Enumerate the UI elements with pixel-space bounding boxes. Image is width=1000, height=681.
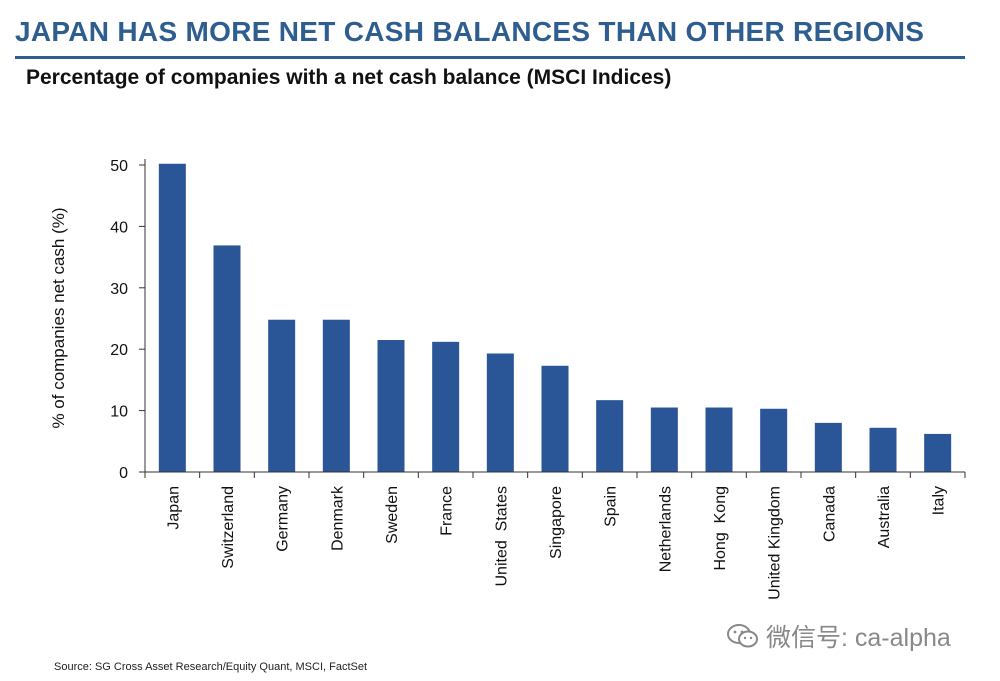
bar: [760, 408, 788, 472]
bar: [432, 341, 460, 472]
y-axis-label: % of companies net cash (%): [49, 207, 68, 428]
bar: [650, 407, 678, 472]
headline: JAPAN HAS MORE NET CASH BALANCES THAN OT…: [15, 16, 925, 47]
y-tick-label: 10: [110, 404, 128, 421]
bar: [869, 427, 897, 472]
x-tick-label: Switzerland: [220, 486, 237, 569]
bar: [377, 339, 405, 472]
x-tick-label: Denmark: [329, 485, 346, 551]
bar: [814, 422, 842, 472]
x-tick-label: Japan: [165, 486, 182, 530]
x-tick-label: Hong Kong: [712, 486, 729, 571]
y-tick-label: 50: [110, 158, 128, 175]
bar: [213, 245, 241, 472]
x-tick-label: United Kingdom: [767, 486, 784, 600]
x-tick-label: Singapore: [548, 486, 565, 559]
watermark: 微信号: ca-alpha: [726, 618, 951, 654]
bar: [268, 319, 296, 472]
x-tick-label: Canada: [821, 486, 838, 542]
x-tick-label: France: [439, 486, 456, 536]
x-tick-label: Netherlands: [657, 486, 674, 572]
x-tick-label: Australia: [876, 486, 893, 548]
x-tick-label: Italy: [931, 486, 948, 515]
source-note: Source: SG Cross Asset Research/Equity Q…: [54, 661, 368, 673]
bar: [322, 319, 350, 472]
bar: [924, 433, 952, 472]
x-tick-label: Spain: [603, 486, 620, 527]
bar: [158, 163, 186, 472]
watermark-text: 微信号: ca-alpha: [766, 624, 951, 652]
y-tick-label: 20: [110, 342, 128, 359]
y-tick-label: 30: [110, 281, 128, 298]
bar: [541, 365, 569, 472]
y-tick-label: 40: [110, 219, 128, 236]
x-tick-label: Sweden: [384, 486, 401, 544]
y-axis: 0 10 20 30 40 50: [110, 158, 146, 482]
bar: [705, 407, 733, 472]
x-axis: Japan Switzerland Germany Denmark Sweden Fran…: [144, 471, 966, 600]
bar: [486, 353, 514, 472]
x-tick-label: United States: [493, 486, 510, 587]
x-tick-label: Germany: [275, 486, 292, 552]
headline-underline: [15, 56, 965, 59]
wechat-icon: [727, 624, 758, 648]
chart-subtitle: Percentage of companies with a net cash …: [26, 66, 672, 89]
bar: [596, 400, 624, 472]
bars: [158, 163, 952, 472]
y-tick-label: 0: [119, 465, 128, 482]
